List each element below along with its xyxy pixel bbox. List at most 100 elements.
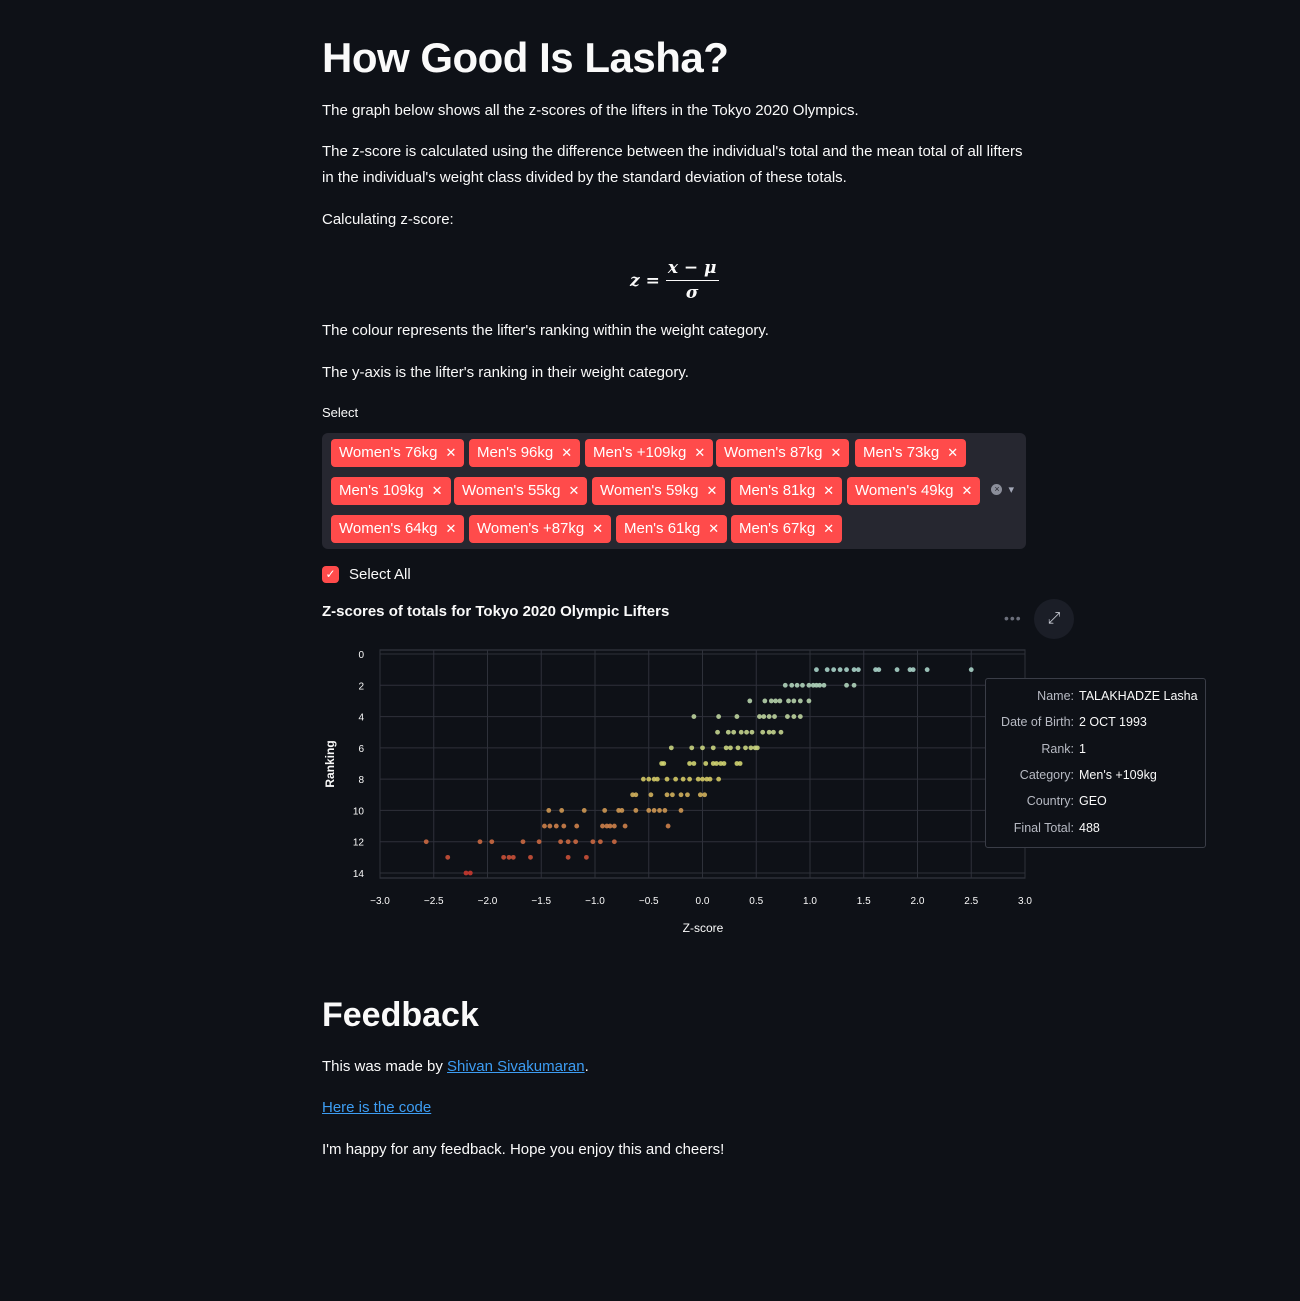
data-point[interactable] [691, 714, 697, 719]
data-point[interactable] [703, 761, 709, 766]
remove-tag-icon[interactable]: ✕ [823, 483, 835, 498]
remove-tag-icon[interactable]: ✕ [592, 521, 604, 536]
category-tag[interactable]: Women's 59kg ✕ [592, 477, 726, 505]
data-point[interactable] [467, 870, 473, 876]
data-point[interactable] [821, 682, 827, 688]
data-point[interactable] [851, 682, 857, 688]
data-point[interactable] [600, 823, 605, 829]
data-point[interactable] [968, 667, 974, 673]
data-point[interactable] [844, 667, 849, 673]
data-point[interactable] [654, 776, 660, 782]
data-point[interactable] [697, 792, 703, 798]
data-point[interactable] [844, 682, 849, 688]
data-point[interactable] [760, 729, 766, 735]
data-point[interactable] [546, 808, 552, 813]
data-point[interactable] [814, 667, 819, 673]
data-point[interactable] [565, 854, 571, 860]
data-point[interactable] [831, 667, 837, 673]
remove-tag-icon[interactable]: ✕ [561, 445, 573, 460]
data-point[interactable] [876, 667, 882, 673]
data-point[interactable] [748, 745, 754, 751]
category-tag[interactable]: Men's 109kg ✕ [331, 477, 451, 505]
data-point[interactable] [757, 714, 762, 719]
zscore-scatter-chart[interactable]: −3.0 −2.5 −2.0 −1.5 −1.0 −0.5 0.0 0.5 1.0 1.5 2.0 2… [310, 640, 1040, 940]
data-point[interactable] [651, 808, 657, 813]
data-point[interactable] [558, 839, 563, 845]
data-point[interactable] [445, 854, 451, 860]
category-tag[interactable]: Women's 55kg ✕ [454, 477, 588, 505]
data-point[interactable] [607, 823, 613, 829]
select-all-checkbox-row[interactable]: ✓ Select All [322, 566, 411, 583]
category-tag[interactable]: Women's 64kg ✕ [331, 515, 465, 543]
data-point[interactable] [648, 792, 654, 798]
data-point[interactable] [772, 714, 777, 719]
data-point[interactable] [744, 729, 749, 735]
data-point[interactable] [773, 698, 778, 704]
data-point[interactable] [691, 761, 697, 766]
data-point[interactable] [761, 714, 767, 719]
data-point[interactable] [702, 792, 708, 798]
data-point[interactable] [573, 839, 579, 845]
data-point[interactable] [559, 808, 565, 813]
data-point[interactable] [791, 714, 797, 719]
category-tag[interactable]: Men's +109kg ✕ [585, 439, 714, 467]
data-point[interactable] [646, 776, 652, 782]
data-point[interactable] [664, 776, 670, 782]
data-point[interactable] [924, 667, 930, 673]
data-point[interactable] [721, 761, 727, 766]
data-point[interactable] [423, 839, 429, 845]
data-point[interactable] [668, 745, 674, 751]
data-point[interactable] [797, 714, 803, 719]
data-point[interactable] [640, 776, 646, 782]
data-point[interactable] [619, 808, 625, 813]
data-point[interactable] [824, 667, 830, 673]
category-multiselect[interactable]: Women's 76kg ✕ Men's 96kg ✕ Men's +109kg ✕ Wom… [322, 433, 1026, 549]
remove-tag-icon[interactable]: ✕ [823, 521, 835, 536]
data-point[interactable] [547, 823, 553, 829]
data-point[interactable] [794, 682, 800, 688]
data-point[interactable] [855, 667, 861, 673]
data-point[interactable] [510, 854, 516, 860]
remove-tag-icon[interactable]: ✕ [694, 445, 706, 460]
select-all-checkbox[interactable]: ✓ [322, 566, 339, 583]
remove-tag-icon[interactable]: ✕ [445, 521, 457, 536]
data-point[interactable] [661, 761, 667, 766]
data-point[interactable] [633, 808, 639, 813]
data-point[interactable] [754, 745, 760, 751]
data-point[interactable] [762, 698, 768, 704]
data-point[interactable] [687, 761, 692, 766]
data-point[interactable] [728, 745, 733, 751]
data-point[interactable] [791, 698, 797, 704]
data-point[interactable] [715, 729, 720, 735]
data-point[interactable] [584, 854, 589, 860]
data-point[interactable] [738, 729, 744, 735]
data-point[interactable] [664, 792, 670, 798]
data-point[interactable] [707, 776, 713, 782]
data-point[interactable] [477, 839, 483, 845]
data-point[interactable] [689, 745, 695, 751]
data-point[interactable] [561, 823, 567, 829]
data-point[interactable] [743, 745, 748, 751]
remove-tag-icon[interactable]: ✕ [830, 445, 842, 460]
data-point[interactable] [768, 698, 774, 704]
category-tag[interactable]: Men's 81kg ✕ [731, 477, 843, 505]
data-point[interactable] [574, 823, 580, 829]
data-point[interactable] [734, 714, 740, 719]
data-point[interactable] [851, 667, 857, 673]
data-point[interactable] [806, 682, 812, 688]
data-point[interactable] [700, 776, 705, 782]
remove-tag-icon[interactable]: ✕ [961, 483, 973, 498]
category-tag[interactable]: Women's 49kg ✕ [847, 477, 981, 505]
data-point[interactable] [910, 667, 916, 673]
data-point[interactable] [553, 823, 559, 829]
data-point[interactable] [678, 792, 684, 798]
data-point[interactable] [785, 714, 790, 719]
data-point[interactable] [501, 854, 507, 860]
category-tag[interactable]: Women's +87kg ✕ [469, 515, 612, 543]
category-tag[interactable]: Men's 67kg ✕ [731, 515, 843, 543]
data-point[interactable] [789, 682, 795, 688]
data-point[interactable] [685, 792, 690, 798]
data-point[interactable] [611, 823, 617, 829]
remove-tag-icon[interactable]: ✕ [445, 445, 457, 460]
data-point[interactable] [778, 729, 784, 735]
